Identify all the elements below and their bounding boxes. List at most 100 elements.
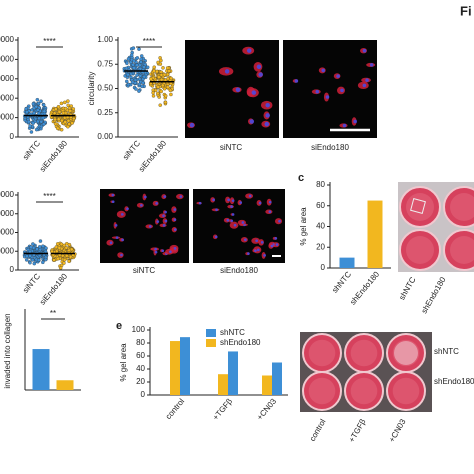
dot [34, 127, 39, 132]
nucleus [198, 201, 202, 205]
dot [55, 126, 60, 131]
nucleus [241, 221, 245, 224]
dot [151, 90, 155, 95]
dot [28, 254, 32, 258]
dot [25, 254, 29, 258]
bar [367, 200, 383, 268]
y-tick-label: 60 [136, 351, 145, 360]
dot [63, 106, 68, 111]
dot [68, 109, 72, 113]
dot [169, 92, 173, 97]
y-tick-label: 0.00 [97, 132, 113, 141]
panel-label: c [298, 172, 304, 184]
dot [54, 245, 59, 249]
dot [156, 91, 160, 96]
image-caption: shNTC [397, 275, 417, 301]
column-label: +TGFβ [347, 417, 368, 444]
dot [66, 124, 70, 129]
dot [63, 120, 67, 124]
image-caption: shEndo180 [420, 275, 448, 315]
y-tick-label: 0.75 [97, 59, 113, 68]
image-caption: siNTC [133, 266, 155, 275]
nucleus [164, 210, 167, 214]
dot [28, 124, 32, 128]
bar [32, 349, 50, 390]
nucleus [254, 249, 257, 253]
dot [158, 103, 162, 107]
dot [56, 117, 61, 122]
nucleus [169, 250, 172, 254]
significance: **** [143, 37, 155, 46]
dot [41, 103, 46, 107]
nucleus [342, 123, 347, 128]
image-caption: siEndo180 [220, 266, 258, 275]
dot [137, 47, 141, 51]
y-tick-label: 0.25 [97, 108, 113, 117]
dot [41, 244, 45, 248]
dot [35, 247, 39, 251]
nucleus [212, 198, 215, 202]
nucleus [275, 243, 279, 247]
dot [36, 101, 41, 106]
nucleus [264, 121, 270, 127]
y-axis-label: circularity [87, 72, 96, 106]
significance: **** [43, 192, 55, 201]
nucleus [256, 64, 262, 70]
dot [137, 82, 142, 87]
dot [42, 109, 47, 114]
dot [59, 242, 64, 247]
dot [37, 116, 41, 121]
well-inner [308, 339, 336, 367]
nucleus [315, 89, 320, 94]
bar [272, 362, 282, 395]
dot [44, 246, 48, 250]
bar [262, 375, 272, 395]
dot [43, 249, 48, 254]
dot [129, 53, 134, 57]
nucleus [321, 68, 326, 73]
dot [62, 116, 67, 120]
dot [53, 122, 58, 126]
dot [61, 111, 66, 115]
nucleus [251, 90, 257, 95]
dot [159, 77, 164, 82]
nucleus [325, 95, 330, 99]
nucleus [274, 237, 278, 240]
nucleus [260, 241, 264, 244]
y-tick-label: 80 [316, 180, 325, 189]
dot [60, 118, 64, 123]
nucleus [268, 210, 272, 214]
y-tick-label: 0.50 [97, 84, 113, 93]
y-axis-label: % gel area [299, 207, 308, 246]
well-inner [406, 193, 434, 221]
nucleus [215, 208, 218, 212]
dot [125, 79, 129, 84]
bar [339, 257, 355, 268]
nucleus [162, 223, 166, 227]
dot [64, 253, 69, 258]
nucleus [362, 83, 367, 88]
dot [126, 57, 131, 61]
nucleus [258, 72, 263, 77]
nucleus [244, 238, 247, 242]
y-tick-label: 20 [136, 377, 145, 386]
y-axis-label: % gel area [119, 343, 128, 382]
dot [54, 107, 58, 111]
nucleus [179, 195, 183, 198]
nucleus [173, 247, 177, 250]
dot [28, 249, 32, 254]
nucleus [249, 119, 255, 124]
nucleus [164, 219, 168, 223]
dot [149, 77, 153, 81]
dot [142, 74, 147, 79]
dot [31, 242, 35, 246]
dot [52, 258, 56, 262]
dot [63, 100, 67, 105]
well-inner [350, 377, 378, 405]
nucleus [173, 228, 177, 231]
row-label: shEndo180 [434, 377, 474, 386]
dot [57, 246, 62, 250]
